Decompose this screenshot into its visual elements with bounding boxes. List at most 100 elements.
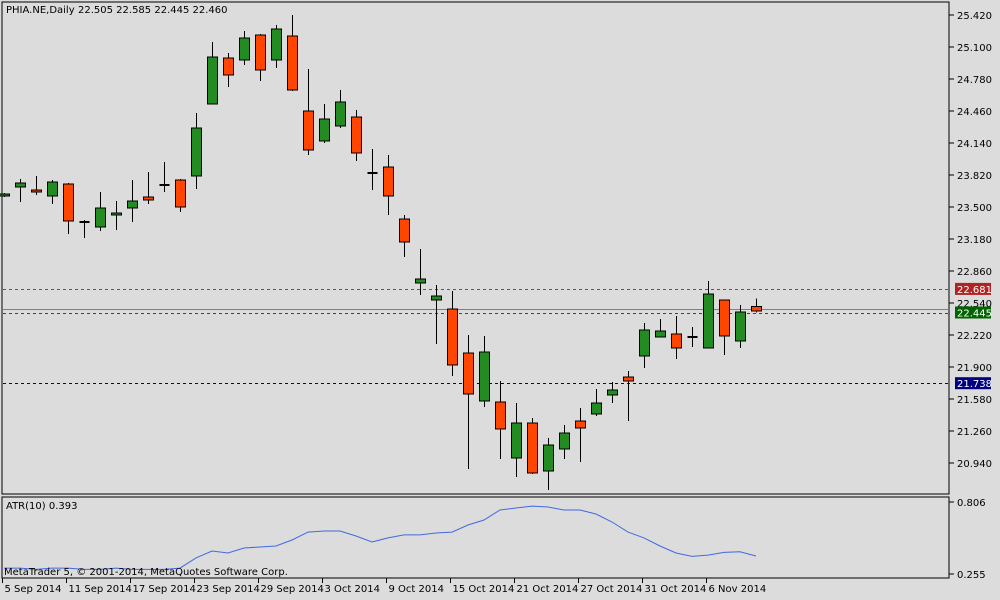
y-tick-label: 24.780: [957, 75, 992, 86]
candle-body: [207, 56, 218, 105]
candle-body: [639, 329, 650, 357]
y-tick-label: 21.260: [957, 427, 992, 438]
candle: [0, 193, 10, 197]
y-tick-label: 23.500: [957, 203, 992, 214]
candle-body: [415, 278, 426, 284]
atr-y-tick-label: 0.255: [957, 570, 986, 581]
candle-body: [255, 34, 266, 71]
candle-body: [319, 118, 330, 142]
y-tick-label: 23.820: [957, 171, 992, 182]
candle-body: [95, 207, 106, 228]
candle-body: [479, 351, 490, 402]
y-tick-label: 24.140: [957, 139, 992, 150]
candle-body: [543, 444, 554, 472]
chart-title: PHIA.NE,Daily: [6, 5, 75, 16]
candle: [143, 172, 154, 204]
candle-body: [527, 422, 538, 474]
candle: [559, 425, 570, 459]
atr-y-tick-label: 0.806: [957, 498, 986, 509]
price-panel: [0, 1, 950, 495]
candle-body: [623, 376, 634, 382]
candle-body: [0, 193, 10, 197]
y-tick-label: 22.220: [957, 331, 992, 342]
candle: [399, 215, 410, 257]
x-tick-label: 21 Oct 2014: [517, 584, 579, 595]
candle-body: [511, 422, 522, 459]
candle: [175, 179, 186, 212]
x-tick-label: 11 Sep 2014: [69, 584, 132, 595]
candle-body: [463, 352, 474, 395]
candle-body: [719, 299, 730, 337]
x-tick-label: 15 Oct 2014: [453, 584, 515, 595]
y-tick-label: 22.540: [957, 299, 992, 310]
candle: [479, 336, 490, 407]
candle: [735, 305, 746, 348]
candle-body: [303, 110, 314, 151]
candle: [575, 408, 586, 462]
y-tick-label: 20.940: [957, 459, 992, 470]
candle-body: [63, 183, 74, 222]
candle-body: [143, 196, 154, 201]
candle-body: [47, 181, 58, 197]
candle: [351, 110, 362, 161]
candle: [639, 323, 650, 368]
candle: [719, 299, 730, 355]
y-tick-label: 25.100: [957, 43, 992, 54]
candle: [383, 155, 394, 215]
price-tag-label: 22.681: [957, 285, 992, 296]
y-tick-label: 24.460: [957, 107, 992, 118]
candle: [31, 176, 42, 195]
x-tick-label: 5 Sep 2014: [5, 584, 62, 595]
x-tick-label: 23 Sep 2014: [197, 584, 260, 595]
candle: [703, 281, 714, 349]
candle: [223, 53, 234, 87]
y-tick-label: 25.420: [957, 11, 992, 22]
candle: [111, 201, 122, 230]
candle: [335, 90, 346, 128]
candle: [127, 180, 138, 222]
candle: [655, 319, 666, 338]
candle: [671, 316, 682, 359]
candle: [463, 335, 474, 469]
candle-body: [383, 166, 394, 197]
candle: [431, 285, 442, 344]
y-tick-label: 21.900: [957, 363, 992, 374]
candle: [367, 149, 378, 190]
candle: [79, 220, 90, 238]
candle: [191, 113, 202, 189]
candle: [687, 327, 698, 347]
candle-body: [191, 127, 202, 177]
candle: [495, 381, 506, 459]
candle-body: [175, 179, 186, 208]
candle-body: [335, 101, 346, 127]
x-tick-label: 9 Oct 2014: [389, 584, 444, 595]
atr-title: ATR(10) 0.393: [6, 501, 77, 512]
candle-body: [431, 295, 442, 301]
x-tick-label: 6 Nov 2014: [709, 584, 767, 595]
candle: [447, 291, 458, 376]
candle: [239, 31, 250, 65]
price-tag-label: 21.738: [957, 379, 992, 390]
candle-body: [15, 182, 26, 188]
candle-body: [287, 35, 298, 91]
candle-body: [31, 189, 42, 193]
price-tag-label: 22.445: [957, 309, 992, 320]
candle-body: [591, 402, 602, 415]
candle: [159, 162, 170, 192]
x-tick-label: 3 Oct 2014: [325, 584, 380, 595]
candle: [607, 382, 618, 403]
candle-body: [655, 330, 666, 338]
copyright: MetaTrader 5, © 2001-2014, MetaQuotes So…: [4, 567, 288, 578]
atr-panel: [1, 496, 950, 579]
candle: [47, 180, 58, 204]
candle-body: [671, 333, 682, 349]
candle: [527, 418, 538, 474]
candle: [319, 104, 330, 143]
price-tag: [955, 306, 991, 319]
ohlc-readout: 22.505 22.585 22.445 22.460: [78, 5, 228, 16]
candle: [591, 389, 602, 416]
candle-body: [575, 420, 586, 429]
candle-body: [111, 212, 122, 216]
candle: [287, 15, 298, 91]
